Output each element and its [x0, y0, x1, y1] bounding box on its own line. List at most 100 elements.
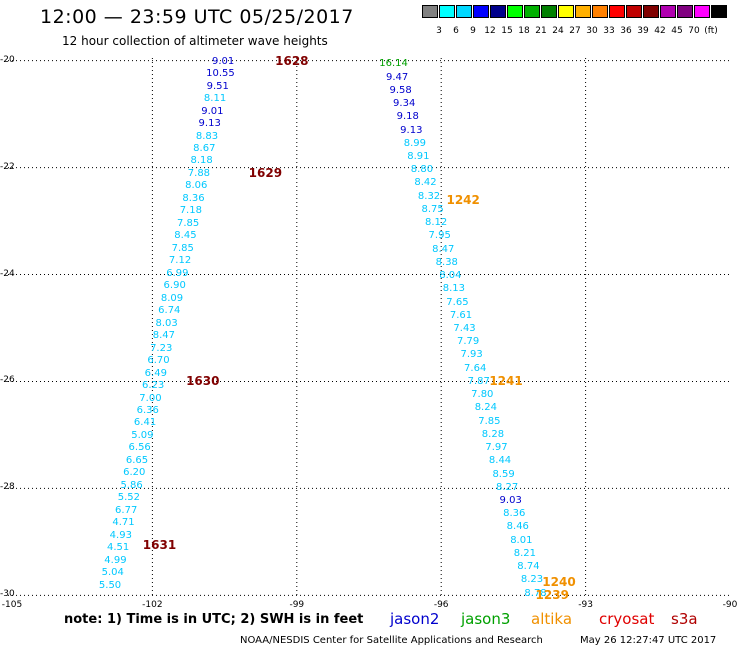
orbit-number-label: 1629: [248, 165, 283, 180]
wave-height-value: 4.51: [106, 542, 130, 554]
scale-swatch: [541, 5, 557, 18]
wave-height-value: 8.74: [517, 561, 540, 573]
wave-height-value: 5.86: [120, 479, 143, 491]
wave-height-value: 8.38: [435, 256, 458, 268]
wave-height-value: 4.99: [104, 554, 127, 566]
wave-height-value: 8.03: [155, 317, 178, 329]
wave-height-value: 8.21: [513, 547, 537, 559]
wave-height-value: 8.67: [193, 143, 216, 154]
longitude-tick-label: -99: [289, 600, 305, 610]
latitude-tick-label: -24: [0, 268, 15, 279]
wave-height-value: 7.80: [471, 389, 494, 401]
scale-label: 39: [637, 26, 649, 36]
wave-height-value: 8.45: [174, 230, 197, 242]
wave-height-value: 8.91: [407, 150, 430, 162]
wave-height-value: 9.47: [385, 71, 409, 83]
wave-height-value: 5.04: [101, 567, 124, 579]
wave-height-value: 9.51: [206, 80, 229, 92]
satellite-legend-jason3: jason3: [461, 610, 511, 628]
wave-height-value: 7.79: [456, 336, 480, 348]
scale-label: 12: [484, 26, 496, 36]
wave-height-value: 7.85: [171, 242, 194, 254]
wave-height-value: 6.70: [147, 355, 170, 367]
wave-height-value: 8.13: [442, 283, 466, 295]
scale-swatch: [694, 5, 710, 18]
wave-height-value: 9.18: [396, 111, 419, 123]
wave-height-value: 10.55: [206, 68, 235, 80]
map-plot-area: [8, 58, 738, 617]
wave-height-value: 8.18: [190, 155, 213, 167]
wave-height-value: 8.59: [492, 468, 515, 480]
satellite-legend-cryosat: cryosat: [599, 610, 655, 628]
longitude-tick-label: -105: [1, 600, 23, 610]
wave-height-value: 8.83: [195, 130, 219, 142]
wave-height-value: 8.47: [152, 330, 176, 342]
latitude-tick-label: -26: [0, 375, 15, 386]
wave-height-value: 8.04: [439, 270, 462, 282]
wave-height-value: 6.56: [128, 442, 151, 454]
wave-height-value: 8.32: [417, 190, 441, 202]
wave-height-value: 8.12: [425, 217, 448, 229]
wave-height-value: 8.24: [474, 402, 497, 414]
wave-height-value: 6.41: [133, 417, 157, 429]
wave-height-value: 8.44: [488, 455, 512, 467]
latitude-tick-label: -30: [0, 589, 15, 600]
wave-height-value: 8.11: [203, 93, 227, 105]
scale-label: 45: [671, 26, 683, 36]
wave-height-value: 7.64: [464, 362, 487, 374]
longitude-tick-label: -93: [578, 600, 593, 610]
scale-swatch: [677, 5, 693, 18]
wave-height-value: 8.06: [185, 180, 208, 192]
wave-height-value: 6.49: [144, 367, 167, 379]
wave-height-value: 7.43: [453, 323, 476, 334]
orbit-number-label: 1630: [186, 374, 220, 389]
wave-height-value: 8.78: [524, 587, 547, 599]
wave-height-value: 9.01: [201, 105, 224, 117]
scale-label: 30: [586, 26, 598, 36]
wave-height-value: 7.93: [460, 349, 483, 361]
wave-height-value: 5.50: [98, 579, 122, 591]
wave-height-value: 8.80: [410, 164, 434, 176]
wave-height-value: 9.58: [389, 84, 412, 96]
longitude-tick-label: -102: [142, 600, 163, 610]
longitude-tick-label: -96: [433, 600, 449, 610]
footer-timestamp: May 26 12:27:47 UTC 2017: [580, 635, 717, 646]
latitude-tick-label: -20: [0, 54, 15, 65]
wave-height-value: 4.93: [109, 529, 132, 541]
orbit-number-label: 1240: [542, 574, 576, 589]
latitude-tick-label: -22: [0, 161, 15, 172]
wave-height-value: 7.97: [485, 442, 508, 454]
wave-height-value: 8.23: [520, 574, 544, 586]
scale-swatch: [456, 5, 472, 18]
scale-swatch: [575, 5, 591, 18]
wave-height-value: 8.28: [481, 428, 505, 440]
wave-height-value: 5.09: [131, 429, 154, 441]
wave-height-value: 7.65: [446, 296, 469, 308]
scale-swatch: [490, 5, 506, 18]
wave-height-value: 8.36: [182, 192, 205, 204]
orbit-number-label: 1239: [535, 588, 569, 603]
scale-swatch: [507, 5, 523, 18]
orbit-number-label: 1628: [275, 53, 309, 68]
scale-swatch: [660, 5, 676, 18]
wave-height-value: 16.14: [379, 58, 408, 70]
wave-height-value: 9.13: [400, 124, 423, 136]
scale-swatch: [524, 5, 540, 18]
scale-swatch: [626, 5, 642, 18]
wave-height-value: 6.20: [123, 467, 146, 479]
scale-swatch: [592, 5, 608, 18]
wave-height-value: 8.99: [403, 137, 426, 149]
map-grid: [8, 58, 730, 598]
wave-height-value: 9.34: [393, 98, 416, 110]
wave-height-value: 8.27: [496, 481, 519, 493]
scale-label: 6: [453, 26, 459, 36]
scale-swatch: [643, 5, 659, 18]
scale-label: (ft): [704, 26, 718, 36]
scale-swatch: [422, 5, 438, 18]
page-subtitle: 12 hour collection of altimeter wave hei…: [62, 34, 328, 48]
page-title: 12:00 — 23:59 UTC 05/25/2017: [40, 6, 354, 28]
scale-label: 9: [470, 26, 476, 36]
wave-height-value: 7.85: [478, 415, 501, 427]
wave-height-value: 6.36: [136, 404, 159, 416]
